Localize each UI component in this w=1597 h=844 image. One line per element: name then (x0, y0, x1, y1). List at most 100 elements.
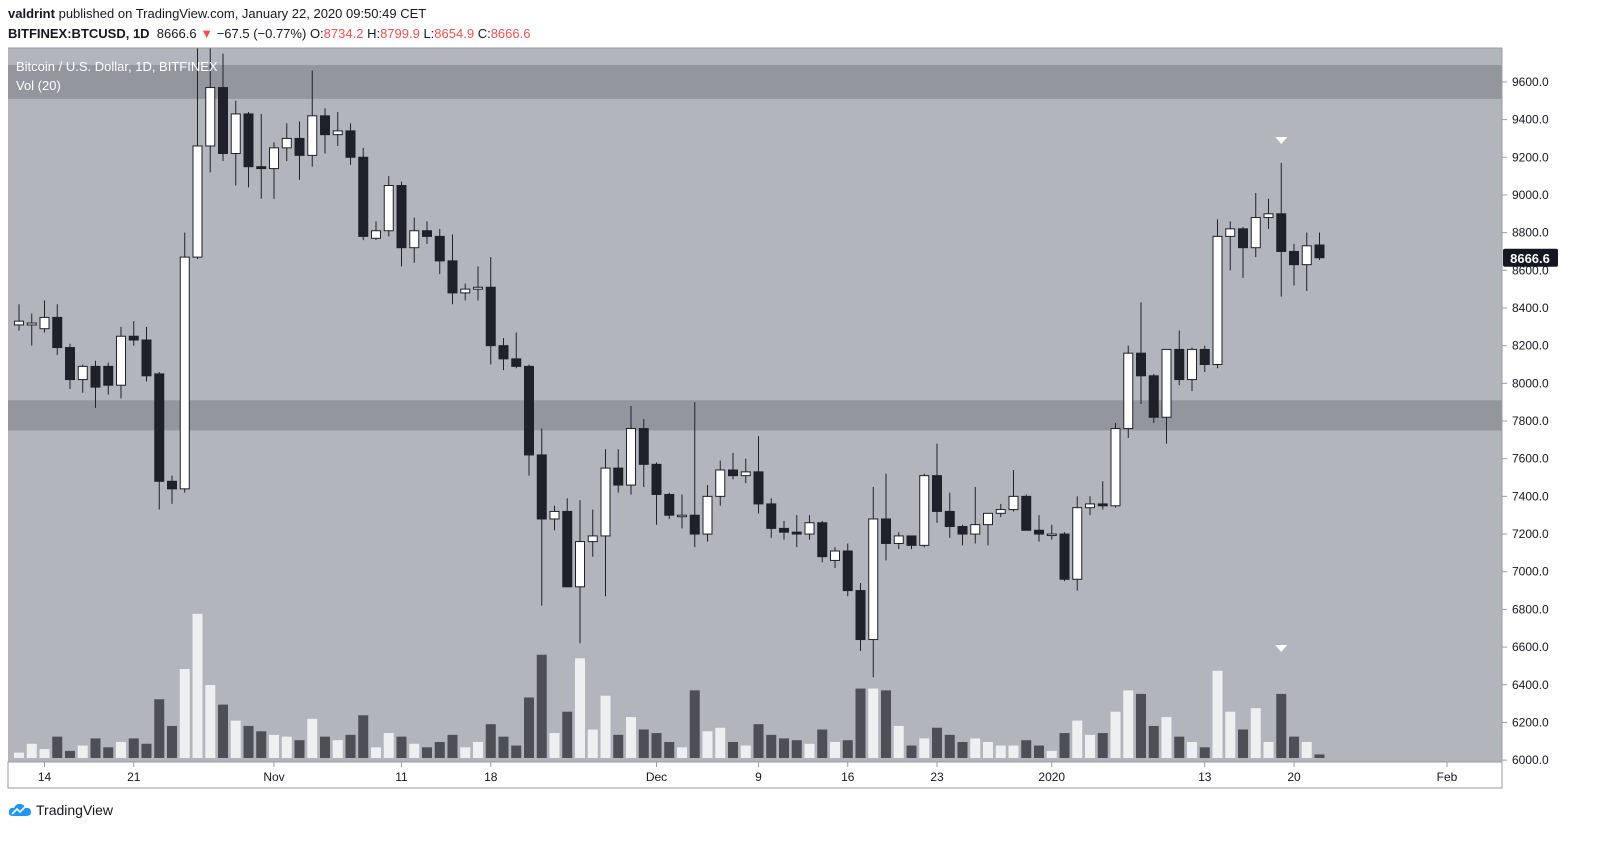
price-tick-label: 8400.0 (1512, 301, 1549, 315)
candle (728, 453, 738, 480)
volume-bar (358, 715, 369, 758)
candle (740, 458, 751, 484)
candle-body (817, 522, 828, 558)
volume-bar (587, 729, 598, 758)
candle (753, 436, 764, 514)
volume-bar (1276, 693, 1287, 758)
candle-body (1276, 213, 1287, 252)
volume-bar (638, 729, 649, 758)
volume-bar (1250, 708, 1261, 758)
resistance-zone (8, 64, 1502, 99)
volume-bar (141, 743, 152, 758)
candle (52, 304, 63, 356)
volume-bar (1225, 711, 1236, 758)
candle-body (1187, 348, 1197, 381)
price-tick-label: 9200.0 (1512, 150, 1549, 164)
candle (651, 462, 662, 525)
candle-body (919, 475, 930, 546)
candle (791, 515, 802, 548)
candle (243, 112, 254, 188)
candle (103, 362, 114, 395)
candle (1085, 496, 1095, 516)
volume-bar (613, 734, 624, 758)
candle-body (39, 316, 50, 330)
volume-bar (1161, 717, 1172, 758)
candle-body (1021, 495, 1032, 531)
candle (626, 405, 636, 495)
price-tick-label: 6400.0 (1512, 678, 1549, 692)
volume-bar (383, 733, 394, 758)
candle (422, 221, 432, 244)
candle-body (52, 316, 63, 349)
candle (256, 113, 267, 199)
tradingview-logo[interactable]: TradingView (8, 802, 113, 818)
candle-body (345, 130, 356, 158)
price-tick-label: 9600.0 (1512, 75, 1549, 89)
candle (842, 543, 853, 597)
volume-bar (651, 733, 662, 758)
symbol-label: BITFINEX:BTCUSD, 1D (8, 26, 150, 41)
candle-body (1059, 533, 1070, 580)
candle-body (1174, 348, 1185, 381)
candle (447, 234, 458, 305)
high-label: H: (367, 26, 381, 41)
author-name[interactable]: valdrint (8, 6, 55, 21)
price-tick-label: 7600.0 (1512, 452, 1549, 466)
volume-bar (1174, 736, 1185, 758)
volume-bar (932, 727, 942, 758)
volume-bar (995, 745, 1006, 758)
candle-body (447, 260, 458, 294)
candle (1250, 193, 1261, 258)
candle-body (549, 510, 560, 520)
candle (1148, 373, 1159, 423)
time-axis: 14 21 Nov 11 18 Dec 9 16 23 2020 13 20 Feb (38, 762, 1458, 784)
volume-bar (970, 738, 981, 758)
candle (332, 112, 343, 146)
volume-bar (1034, 745, 1044, 758)
candle (1238, 226, 1248, 278)
legend-title[interactable]: Bitcoin / U.S. Dollar, 1D, BITFINEX (16, 59, 218, 74)
candle (192, 48, 203, 259)
current-price-text: 8666.6 (1510, 251, 1550, 266)
candle-body (1123, 352, 1134, 430)
volume-bar (1301, 741, 1312, 758)
candle-body (434, 235, 445, 262)
volume-bar (919, 738, 930, 758)
candle-body (1072, 507, 1083, 580)
candle-body (842, 550, 853, 592)
candle (294, 121, 305, 180)
volume-bar (294, 740, 305, 758)
candle (855, 583, 866, 651)
candle (460, 283, 471, 301)
change-arrow-icon: ▼ (200, 26, 214, 41)
volume-bar (205, 685, 216, 758)
candle-body (740, 471, 751, 477)
volume-bar (1187, 741, 1197, 758)
volume-bar (842, 740, 853, 758)
candle (205, 48, 216, 173)
volume-bar (562, 711, 573, 758)
volume-bar (90, 738, 101, 758)
candle-body (256, 166, 267, 170)
volume-bar (243, 725, 254, 758)
time-tick-label: 16 (841, 770, 855, 784)
candle (154, 372, 165, 510)
candle (1136, 302, 1146, 405)
candle (932, 443, 942, 523)
volume-bar (39, 749, 50, 758)
legend-volume[interactable]: Vol (20) (16, 78, 61, 93)
price-tick-label: 7200.0 (1512, 527, 1549, 541)
footer-brand: TradingView (36, 802, 114, 818)
volume-bar (1008, 745, 1019, 758)
candle (715, 460, 726, 506)
candle-body (728, 469, 738, 477)
candle-body (460, 288, 471, 294)
price-chart[interactable]: 9600.0 9400.0 9200.0 9000.0 8800.0 8600.0 8400… (0, 0, 1597, 790)
candle-body (473, 286, 483, 290)
volume-bar (664, 741, 675, 758)
volume-bar (371, 747, 381, 758)
candle-body (77, 365, 88, 381)
candle (39, 300, 50, 333)
volume-bar (77, 745, 88, 758)
price-tick-label: 7000.0 (1512, 565, 1549, 579)
